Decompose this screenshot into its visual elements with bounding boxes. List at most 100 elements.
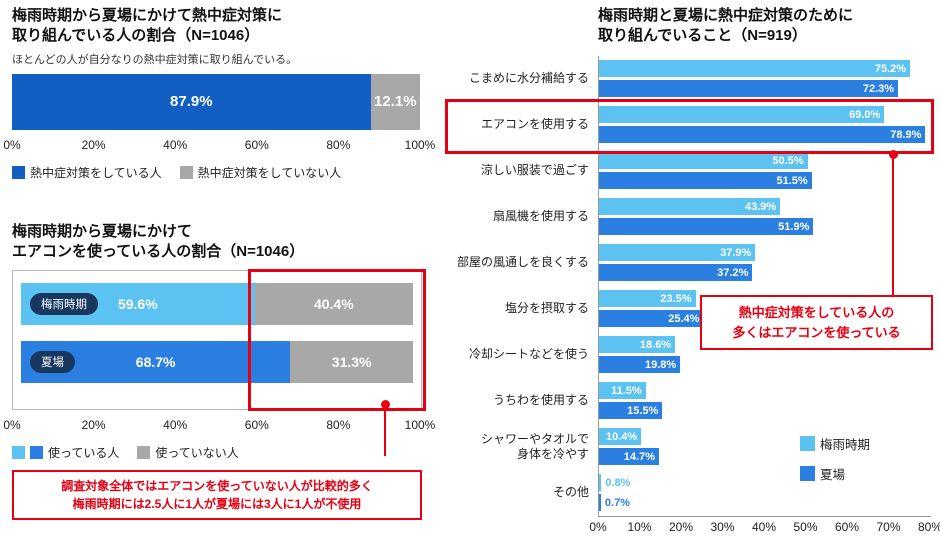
using-segment: 梅雨時期 59.6% — [21, 282, 255, 325]
bar-group: 11.5% 15.5% — [598, 382, 930, 420]
aircon-usage-section: 梅雨時期から夏場にかけて エアコンを使っている人の割合（N=1046） 梅雨時期… — [3, 222, 435, 520]
title-line-1: 梅雨時期と夏場に熱中症対策のために — [598, 7, 854, 24]
segment-value: 12.1% — [374, 93, 417, 111]
bar-value: 37.9% — [720, 246, 752, 259]
measure-row: 部屋の風通しを良くする 37.9% 37.2% — [445, 240, 937, 286]
bar-梅雨時期: 75.2% — [598, 60, 911, 78]
bar-value: 14.7% — [623, 450, 655, 463]
bar-梅雨時期: 18.6% — [598, 336, 676, 354]
bar-value: 11.5% — [611, 384, 642, 397]
bar-group: 18.6% 19.8% — [598, 336, 930, 374]
not-using-segment: 31.3% — [290, 340, 413, 383]
legend-item: 使っていない人 — [137, 444, 239, 461]
bar-segment: 12.1% — [370, 73, 420, 130]
legend-swatch — [12, 165, 25, 179]
measure-row: その他 0.8% 0.7% — [445, 470, 937, 516]
bar-梅雨時期: 10.4% — [598, 428, 642, 446]
legend-label: 夏場 — [820, 468, 846, 482]
annotation-line-1: 調査対象全体ではエアコンを使っていない人が比較的多く — [61, 478, 373, 493]
axis-tick-label: 60% — [244, 417, 269, 432]
legend-swatch — [179, 165, 193, 179]
measure-row: シャワーやタオルで 身体を冷やす 10.4% 14.7% — [445, 424, 937, 470]
bar-value: 0.7% — [604, 496, 630, 509]
axis-tick-label: 40% — [163, 417, 188, 432]
overall-x-axis: 0% 20% 40% 60% 80% 100% — [3, 137, 435, 154]
bar-group: 69.0% 78.9% — [598, 106, 930, 144]
legend-label: 梅雨時期 — [820, 438, 871, 452]
bar-夏場: 15.5% — [598, 402, 663, 420]
bar-夏場: 51.9% — [598, 218, 814, 236]
bar-value: 78.9% — [890, 128, 922, 141]
nonuse-red-connector — [380, 400, 390, 456]
bar-夏場: 25.4% — [598, 310, 704, 328]
bar-梅雨時期: 69.0% — [598, 106, 885, 124]
bar-夏場: 0.7% — [598, 494, 630, 512]
aircon-annotation: 熱中症対策をしている人の 多くはエアコンを使っている — [700, 295, 933, 350]
axis-tick-label: 60% — [244, 137, 269, 152]
measures-x-axis: 0% 10% 20% 30% 40% 50% 60% 70% 80% — [589, 520, 940, 536]
aircon-chart-title: 梅雨時期から夏場にかけて エアコンを使っている人の割合（N=1046） — [12, 222, 433, 262]
title-line-2: 取り組んでいること（N=919） — [598, 26, 807, 44]
axis-tick-label: 40% — [751, 520, 777, 534]
bar-value: 51.5% — [776, 174, 808, 187]
legend-label: 熱中症対策をしている人 — [30, 165, 162, 180]
title-line-2: エアコンを使っている人の割合（N=1046） — [12, 242, 305, 260]
legend-label: 使っている人 — [48, 445, 120, 460]
legend-item: 梅雨時期 — [800, 434, 870, 453]
bar-夏場: 72.3% — [598, 80, 899, 98]
bar-夏場: 19.8% — [598, 356, 681, 374]
axis-tick-label: 80% — [326, 137, 351, 152]
bar-segment: 87.9% — [12, 73, 371, 130]
axis-tick-label: 80% — [326, 417, 351, 432]
bar-value: 51.9% — [778, 220, 810, 233]
overall-chart-subtitle: ほとんどの人が自分なりの熱中症対策に取り組んでいる。 — [12, 53, 298, 66]
period-pill: 夏場 — [30, 350, 75, 373]
bar-梅雨時期: 23.5% — [598, 290, 696, 308]
category-label: その他 — [552, 485, 589, 500]
bar-value: 23.5% — [660, 292, 692, 305]
bar-group: 10.4% 14.7% — [598, 428, 930, 466]
title-line-2: 取り組んでいる人の割合（N=1046） — [12, 26, 260, 44]
measure-row: こまめに水分補給する 75.2% 72.3% — [445, 56, 937, 102]
legend-item: 熱中症対策をしている人 — [12, 164, 162, 181]
overall-measures-section: 梅雨時期から夏場にかけて熱中症対策に 取り組んでいる人の割合（N=1046） ほ… — [3, 6, 435, 181]
segment-value: 87.9% — [170, 93, 213, 111]
annotation-line-1: 熱中症対策をしている人の — [738, 305, 895, 320]
axis-tick-label: 50% — [793, 520, 818, 534]
legend-swatch — [800, 466, 815, 481]
axis-tick-label: 20% — [668, 520, 694, 534]
bar-梅雨時期: 50.5% — [598, 152, 808, 170]
measures-chart-section: 梅雨時期と夏場に熱中症対策のために 取り組んでいること（N=919） こまめに水… — [445, 6, 940, 546]
legend-label: 熱中症対策をしていない人 — [197, 165, 342, 180]
axis-tick-label: 0% — [3, 417, 21, 432]
measures-chart-title: 梅雨時期と夏場に熱中症対策のために 取り組んでいること（N=919） — [598, 6, 937, 46]
overall-stacked-bar: 87.9% 12.1% — [12, 73, 420, 130]
bar-value: 10.4% — [605, 430, 638, 443]
measures-bar-rows: こまめに水分補給する 75.2% 72.3% エアコンを使用する 69.0% 78.9% 涼… — [445, 56, 937, 516]
bar-value: 72.3% — [862, 82, 895, 95]
bar-group: 75.2% 72.3% — [598, 60, 930, 98]
bar-梅雨時期: 43.9% — [598, 198, 781, 216]
y-axis-line — [598, 56, 599, 517]
legend-swatch — [137, 445, 151, 459]
measure-row: 冷却シートなどを使う 18.6% 19.8% — [445, 332, 937, 378]
aircon-usage-panel: 梅雨時期 59.6% 40.4% 夏場 68.7% 31.3% — [12, 268, 426, 411]
bar-value: 50.5% — [772, 154, 804, 167]
category-label: 部屋の風通しを良くする — [456, 255, 589, 270]
bar-梅雨時期: 0.8% — [598, 474, 630, 492]
legend-swatch — [12, 445, 25, 459]
bar-夏場: 78.9% — [598, 126, 926, 144]
nonuse-annotation: 調査対象全体ではエアコンを使っていない人が比較的多く 梅雨時期には2.5人に1人… — [12, 469, 422, 520]
axis-tick-label: 0% — [589, 520, 607, 534]
bar-梅雨時期: 37.9% — [598, 244, 756, 262]
bar-group: 37.9% 37.2% — [598, 244, 930, 282]
segment-value: 59.6% — [117, 295, 158, 312]
using-segment: 夏場 68.7% — [21, 340, 291, 383]
measure-row: 塩分を摂取する 23.5% 25.4% — [445, 286, 937, 332]
axis-tick-label: 0% — [3, 137, 21, 152]
aircon-red-connector — [888, 150, 898, 295]
category-label: エアコンを使用する — [480, 117, 589, 132]
title-line-1: 梅雨時期から夏場にかけて熱中症対策に — [12, 7, 283, 24]
axis-tick-label: 30% — [710, 520, 735, 534]
aircon-legend: 使っている人 使っていない人 — [12, 444, 433, 461]
